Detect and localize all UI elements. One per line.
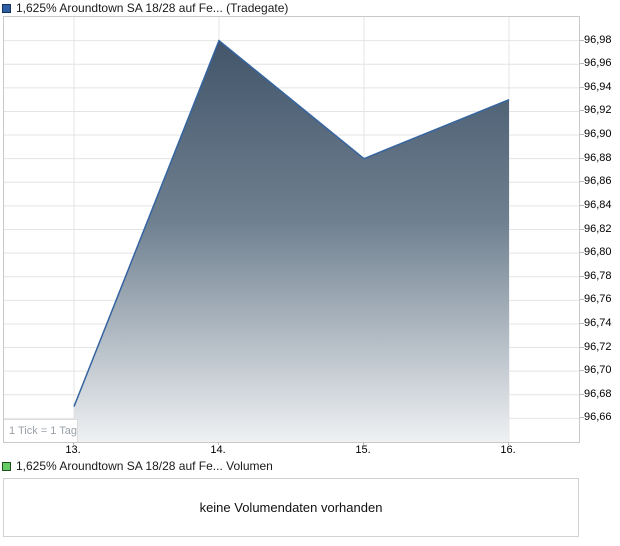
y-axis-label: 96,98 (584, 34, 612, 46)
y-axis-tick (580, 370, 584, 371)
x-axis-tick (508, 442, 509, 445)
y-axis-tick (580, 276, 584, 277)
x-axis-label: 14. (210, 444, 226, 456)
price-area-fill (74, 40, 509, 442)
y-axis-tick (580, 299, 584, 300)
y-axis-label: 96,90 (584, 128, 612, 140)
tick-note: 1 Tick = 1 Tag (4, 419, 78, 442)
y-axis-tick (580, 87, 584, 88)
y-axis-label: 96,94 (584, 81, 612, 93)
x-axis-label: 13. (65, 444, 81, 456)
y-axis-label: 96,92 (584, 104, 612, 116)
y-axis-tick (580, 134, 584, 135)
y-axis-tick (580, 40, 584, 41)
x-axis-tick (218, 442, 219, 445)
volume-series-legend: 1,625% Aroundtown SA 18/28 auf Fe... Vol… (2, 459, 273, 473)
price-area-chart (4, 17, 579, 442)
price-series-label: 1,625% Aroundtown SA 18/28 auf Fe... (Tr… (16, 1, 289, 15)
y-axis-tick (580, 110, 584, 111)
y-axis-tick (580, 181, 584, 182)
y-axis-label: 96,66 (584, 411, 612, 423)
price-line (73, 39, 510, 407)
price-series-swatch-icon (2, 3, 11, 13)
y-axis-label: 96,68 (584, 388, 612, 400)
y-axis-tick (580, 229, 584, 230)
y-axis-tick (580, 205, 584, 206)
x-axis-label: 16. (500, 444, 516, 456)
y-axis-label: 96,96 (584, 57, 612, 69)
x-axis-tick (73, 442, 74, 445)
y-axis-tick (580, 323, 584, 324)
x-axis-label: 15. (355, 444, 371, 456)
y-axis-label: 96,72 (584, 341, 612, 353)
y-axis-tick (580, 347, 584, 348)
y-axis-label: 96,70 (584, 364, 612, 376)
y-axis-label: 96,84 (584, 199, 612, 211)
volume-message: keine Volumendaten vorhanden (199, 500, 383, 515)
volume-panel: keine Volumendaten vorhanden (3, 478, 579, 537)
y-axis-tick (580, 63, 584, 64)
y-axis-label: 96,88 (584, 152, 612, 164)
x-axis-tick (363, 442, 364, 445)
volume-series-label: 1,625% Aroundtown SA 18/28 auf Fe... Vol… (16, 459, 273, 473)
y-axis-label: 96,80 (584, 246, 612, 258)
y-axis-tick (580, 417, 584, 418)
y-axis-tick (580, 252, 584, 253)
y-axis-tick (580, 158, 584, 159)
y-axis-label: 96,86 (584, 175, 612, 187)
volume-series-swatch-icon (2, 461, 11, 471)
y-axis-label: 96,78 (584, 270, 612, 282)
y-axis-label: 96,82 (584, 223, 612, 235)
y-axis-label: 96,76 (584, 293, 612, 305)
y-axis-label: 96,74 (584, 317, 612, 329)
price-chart-plot-area: 1 Tick = 1 Tag (3, 16, 580, 443)
price-series-legend: 1,625% Aroundtown SA 18/28 auf Fe... (Tr… (2, 1, 288, 15)
y-axis-tick (580, 394, 584, 395)
